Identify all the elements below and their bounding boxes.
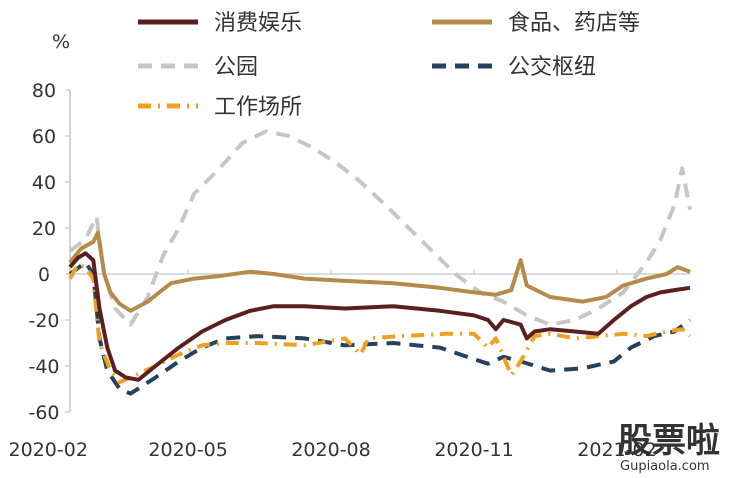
plot-area	[68, 129, 692, 396]
x-tick-label: 2020-11	[434, 439, 513, 461]
series-line-2	[68, 230, 691, 313]
x-tick-label: 2020-08	[291, 439, 370, 461]
y-tick-label: 20	[32, 218, 56, 240]
watermark-logo: 股票 啦 Gupiaola.com	[618, 421, 720, 474]
x-tick-label: 2020-02	[9, 439, 88, 461]
legend-label-4: 公交枢纽	[508, 55, 596, 80]
series-line-5	[68, 262, 692, 385]
series-line-1	[68, 251, 691, 382]
watermark-main-text: 股票	[618, 421, 686, 461]
x-tick-label: 2021-02	[577, 439, 656, 461]
series-line-4	[68, 260, 692, 396]
y-tick-label: -60	[28, 402, 59, 424]
y-tick-label: 40	[32, 172, 56, 194]
series-line-3	[68, 129, 692, 327]
y-tick-label: -40	[28, 356, 59, 378]
watermark-accent-text: 啦	[686, 421, 720, 461]
legend-label-1: 消费娱乐	[214, 11, 302, 36]
y-tick-label: 80	[32, 80, 56, 102]
y-axis: 80 60 40 20 0 -20 -40 -60	[28, 80, 70, 424]
legend-label-3: 公园	[214, 55, 258, 80]
x-axis: 2020-02 2020-05 2020-08 2020-11 2021-02	[9, 269, 657, 461]
y-axis-unit-label: %	[52, 31, 70, 53]
legend-label-5: 工作场所	[214, 95, 302, 120]
watermark-url-text: Gupiaola.com	[620, 459, 710, 474]
x-tick-label: 2020-05	[148, 439, 227, 461]
y-tick-label: -20	[28, 310, 59, 332]
y-tick-label: 0	[38, 264, 50, 286]
legend-label-2: 食品、药店等	[508, 11, 640, 36]
y-tick-label: 60	[32, 126, 56, 148]
